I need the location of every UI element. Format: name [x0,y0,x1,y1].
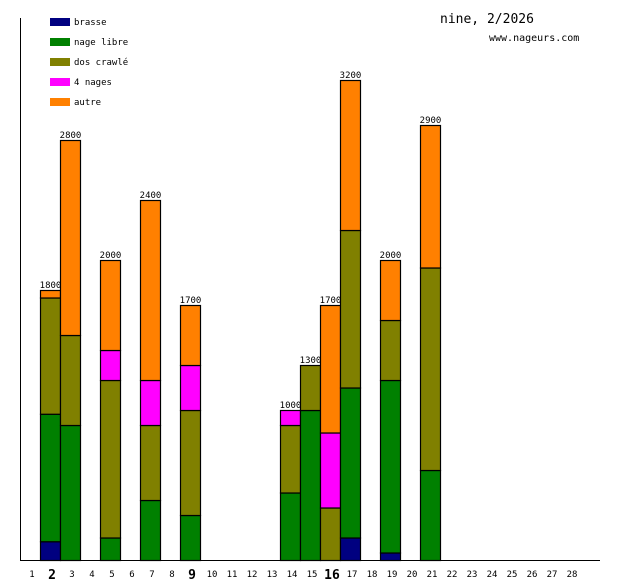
chart-title: nine, 2/2026 [440,12,534,27]
legend-swatch-dos-crawlé [50,58,70,66]
legend-label-nage-libre: nage libre [74,38,128,48]
bar-segment-day-3-nage-libre [59,424,82,562]
x-tick-12: 12 [247,570,258,580]
bar-segment-day-21-dos-crawlé [419,267,442,472]
legend-swatch-brasse [50,18,70,26]
bar-segment-day-2-nage-libre [39,413,62,543]
x-tick-6: 6 [129,570,134,580]
total-label-day-16: 1700 [320,296,342,306]
total-label-day-9: 1700 [180,296,202,306]
x-tick-18: 18 [367,570,378,580]
bar-segment-day-5-dos-crawlé [99,379,122,539]
bar-segment-day-16-dos-crawlé [319,507,342,562]
x-tick-25: 25 [507,570,518,580]
total-label-day-3: 2800 [60,131,82,141]
total-label-day-7: 2400 [140,191,162,201]
bar-segment-day-14-dos-crawlé [279,424,302,494]
bar-segment-day-5-nage-libre [99,537,122,562]
bar-segment-day-14-nage-libre [279,492,302,562]
bar-segment-day-17-autre [339,79,362,232]
x-tick-14: 14 [287,570,298,580]
total-label-day-19: 2000 [380,251,402,261]
chart-subtitle: www.nageurs.com [489,33,579,44]
bar-segment-day-2-dos-crawlé [39,297,62,415]
bar-segment-day-2-brasse [39,541,62,562]
x-tick-15: 15 [307,570,318,580]
x-tick-8: 8 [169,570,174,580]
x-tick-27: 27 [547,570,558,580]
x-tick-3: 3 [69,570,74,580]
bar-segment-day-2-autre [39,289,62,299]
legend-swatch-4-nages [50,78,70,86]
x-tick-1: 1 [29,570,34,580]
x-tick-10: 10 [207,570,218,580]
x-tick-2: 2 [48,568,56,580]
bar-segment-day-15-nage-libre [299,409,322,562]
total-label-day-14: 1000 [280,401,302,411]
data-labels-layer: 1800 2800 2000 2400 1700 1000 1300 1700 3200 2000… [40,71,442,411]
bar-segment-day-16-4-nages [319,432,342,509]
x-tick-16: 16 [324,568,340,580]
bar-segment-day-17-brasse [339,537,362,562]
x-tick-23: 23 [467,570,478,580]
bar-segment-day-19-dos-crawlé [379,319,402,382]
x-tick-22: 22 [447,570,458,580]
bar-segment-day-19-nage-libre [379,379,402,554]
bar-segment-day-14-4-nages [279,409,302,427]
x-tick-9: 9 [188,568,196,580]
bar-segment-day-9-4-nages [179,364,202,412]
x-tick-21: 21 [427,570,438,580]
x-tick-11: 11 [227,570,238,580]
total-label-day-2: 1800 [40,281,62,291]
legend: brasse nage libre dos crawlé 4 nages autre [50,18,128,108]
total-label-day-5: 2000 [100,251,122,261]
bar-segment-day-5-4-nages [99,349,122,382]
total-label-day-15: 1300 [300,356,322,366]
x-tick-24: 24 [487,570,498,580]
bar-segment-day-9-nage-libre [179,514,202,562]
bar-segment-day-17-dos-crawlé [339,229,362,389]
x-tick-labels: 1 2 3 4 5 6 7 8 9 10 11 12 13 14 15 16 17 18 19 20 21 22 23 24 2… [29,568,577,580]
bar-segment-day-7-4-nages [139,379,162,427]
bar-segment-day-7-nage-libre [139,499,162,562]
bar-segment-day-19-autre [379,259,402,322]
x-tick-5: 5 [109,570,114,580]
bar-segment-day-16-autre [319,304,342,434]
bar-segment-day-9-dos-crawlé [179,409,202,517]
x-tick-4: 4 [89,570,94,580]
legend-swatch-nage-libre [50,38,70,46]
x-tick-13: 13 [267,570,278,580]
x-tick-7: 7 [149,570,154,580]
total-label-day-21: 2900 [420,116,442,126]
x-tick-28: 28 [567,570,578,580]
bar-segment-day-21-nage-libre [419,469,442,562]
bar-segment-day-5-autre [99,259,122,352]
bar-segment-day-19-brasse [379,552,402,562]
legend-label-brasse: brasse [74,18,107,28]
bar-segment-day-7-autre [139,199,162,382]
legend-swatch-autre [50,98,70,106]
x-tick-19: 19 [387,570,398,580]
x-tick-17: 17 [347,570,358,580]
legend-label-dos-crawlé: dos crawlé [74,57,128,68]
total-label-day-17: 3200 [340,71,362,81]
bar-segment-day-21-autre [419,124,442,269]
bar-segment-day-9-autre [179,304,202,367]
legend-label-autre: autre [74,98,101,108]
x-tick-26: 26 [527,570,538,580]
bar-segment-day-7-dos-crawlé [139,424,162,502]
legend-label-4-nages: 4 nages [74,78,112,88]
bars-layer [39,79,442,562]
x-tick-20: 20 [407,570,418,580]
bar-segment-day-15-dos-crawlé [299,364,322,412]
bar-segment-day-3-autre [59,139,82,337]
bar-segment-day-17-nage-libre [339,387,362,539]
bar-segment-day-3-dos-crawlé [59,334,82,427]
